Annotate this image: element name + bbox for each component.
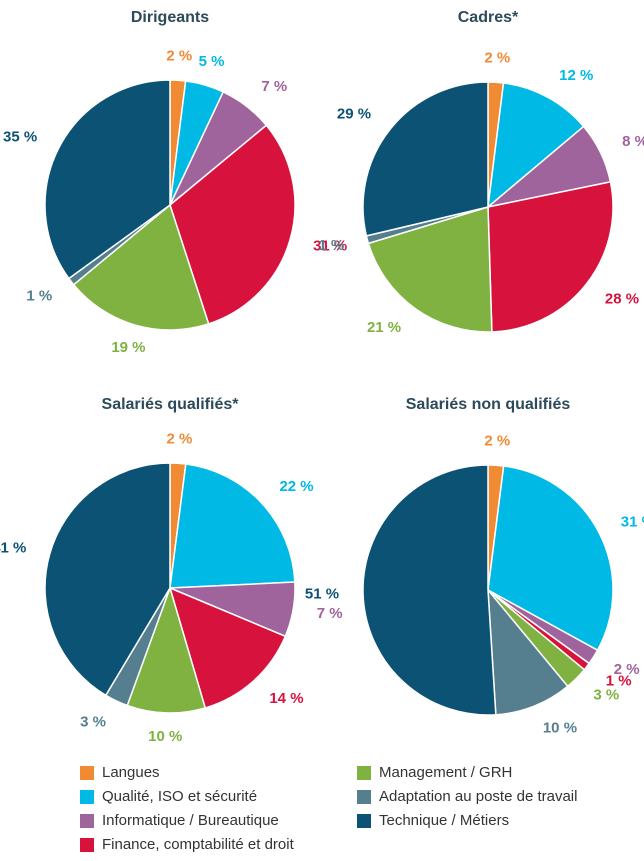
- legend-swatch: [357, 814, 371, 828]
- pie-slice: [44, 79, 171, 280]
- value-label: 10 %: [543, 720, 577, 737]
- chart-title: Cadres*: [458, 9, 519, 26]
- value-label: 2 %: [166, 47, 192, 64]
- value-label: 29 %: [337, 106, 371, 123]
- value-label: 10 %: [148, 728, 182, 745]
- value-label: 1 %: [26, 287, 52, 304]
- value-label: 41 %: [0, 539, 26, 556]
- value-label: 1 %: [318, 237, 344, 254]
- pie-slice: [367, 205, 493, 333]
- chart-title: Salariés qualifiés*: [102, 396, 240, 413]
- value-label: 3 %: [593, 686, 619, 703]
- legend-swatch: [80, 790, 94, 804]
- pie-slice: [72, 203, 210, 331]
- legend-label: Technique / Métiers: [379, 812, 509, 829]
- value-label: 8 %: [622, 133, 644, 150]
- value-label: 28 %: [605, 290, 639, 307]
- value-label: 2 %: [614, 661, 640, 678]
- value-label: 1 %: [606, 672, 632, 689]
- pie-slice: [362, 464, 497, 716]
- pie-slice: [126, 585, 207, 714]
- value-label: 7 %: [261, 78, 287, 95]
- pie-slice: [487, 587, 569, 716]
- value-label: 31 %: [313, 238, 347, 255]
- value-label: 51 %: [305, 586, 339, 603]
- legend-swatch: [80, 814, 94, 828]
- value-label: 22 %: [279, 478, 313, 495]
- pie-slice: [169, 463, 296, 589]
- pie-slice: [362, 81, 489, 237]
- legend-label: Langues: [102, 764, 160, 781]
- value-label: 7 %: [317, 605, 343, 622]
- value-label: 21 %: [367, 319, 401, 336]
- value-label: 3 %: [80, 714, 106, 731]
- legend-swatch: [80, 838, 94, 852]
- pie-slice: [44, 462, 171, 697]
- value-label: 2 %: [484, 432, 510, 449]
- value-label: 14 %: [269, 690, 303, 707]
- value-label: 2 %: [167, 430, 193, 447]
- legend-swatch: [357, 766, 371, 780]
- legend-label: Finance, comptabilité et droit: [102, 836, 295, 853]
- pie-slice: [487, 82, 585, 209]
- chart-title: Salariés non qualifiés: [406, 396, 571, 413]
- value-label: 12 %: [559, 67, 593, 84]
- pie-slice: [168, 586, 287, 709]
- legend-swatch: [357, 790, 371, 804]
- pie-slice: [487, 465, 614, 652]
- legend-label: Informatique / Bureautique: [102, 812, 279, 829]
- pie-slice: [487, 181, 614, 333]
- legend-label: Management / GRH: [379, 764, 512, 781]
- value-label: 5 %: [199, 53, 225, 70]
- legend-label: Adaptation au poste de travail: [379, 788, 577, 805]
- legend-label: Qualité, ISO et sécurité: [102, 788, 257, 805]
- chart-title: Dirigeants: [131, 9, 209, 26]
- pie-slice: [169, 124, 296, 325]
- value-label: 19 %: [111, 339, 145, 356]
- value-label: 2 %: [484, 49, 510, 66]
- value-label: 35 %: [3, 128, 37, 145]
- legend-swatch: [80, 766, 94, 780]
- value-label: 31 %: [621, 513, 644, 530]
